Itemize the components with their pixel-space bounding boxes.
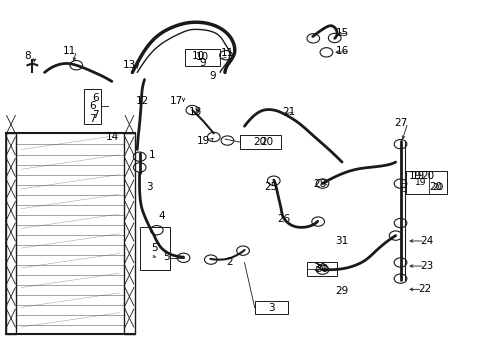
Text: 8: 8 (24, 51, 31, 61)
Text: 20: 20 (428, 182, 442, 192)
Text: 12: 12 (135, 96, 148, 106)
Text: 17: 17 (169, 96, 183, 106)
Text: 22: 22 (417, 284, 430, 294)
Text: 3b: 3b (152, 255, 157, 259)
Text: 9: 9 (209, 71, 216, 81)
Text: 19: 19 (414, 178, 426, 187)
Text: 21: 21 (281, 107, 294, 117)
Text: 19: 19 (407, 171, 421, 181)
Text: 7: 7 (89, 114, 96, 124)
Text: 26: 26 (276, 215, 289, 224)
Text: 20: 20 (421, 171, 434, 181)
Text: 9: 9 (199, 58, 205, 68)
Text: 5: 5 (151, 243, 158, 253)
Text: 6: 6 (92, 93, 99, 103)
Text: 11: 11 (62, 46, 76, 56)
Text: 30: 30 (315, 264, 328, 274)
Text: 6: 6 (89, 102, 96, 112)
Text: 2: 2 (226, 257, 233, 267)
Text: 1: 1 (148, 150, 155, 160)
Text: 3: 3 (267, 303, 274, 313)
Text: 19: 19 (411, 171, 425, 181)
Text: 19: 19 (196, 136, 209, 145)
Bar (124, 134, 135, 334)
Text: 20: 20 (431, 183, 443, 192)
Bar (184, 49, 220, 66)
Text: 23: 23 (420, 261, 433, 271)
Text: 14: 14 (106, 132, 119, 142)
Text: 3: 3 (146, 182, 152, 192)
Text: 5: 5 (163, 252, 169, 262)
Text: 10: 10 (191, 51, 204, 61)
Text: 24: 24 (420, 236, 433, 246)
Text: 31: 31 (335, 236, 348, 246)
Text: 11: 11 (221, 48, 234, 58)
Text: 10: 10 (196, 52, 209, 62)
Text: 27: 27 (393, 118, 407, 128)
Bar (239, 135, 281, 149)
Bar (140, 226, 169, 270)
Bar (254, 301, 287, 315)
Text: 18: 18 (189, 107, 202, 117)
Bar (5, 134, 16, 334)
Text: 28: 28 (313, 179, 326, 189)
Text: 7: 7 (92, 111, 99, 121)
Bar (406, 171, 446, 194)
Bar (5, 134, 135, 334)
Text: 13: 13 (123, 60, 136, 70)
Text: 25: 25 (264, 182, 277, 192)
Bar (306, 262, 336, 276)
Bar (83, 89, 101, 125)
Text: 4: 4 (158, 211, 164, 221)
Text: 30: 30 (313, 263, 326, 273)
Text: 16: 16 (335, 46, 348, 56)
Text: 20: 20 (259, 138, 272, 147)
Text: 29: 29 (335, 286, 348, 296)
Text: 15: 15 (335, 28, 348, 38)
Text: 20: 20 (253, 137, 266, 147)
